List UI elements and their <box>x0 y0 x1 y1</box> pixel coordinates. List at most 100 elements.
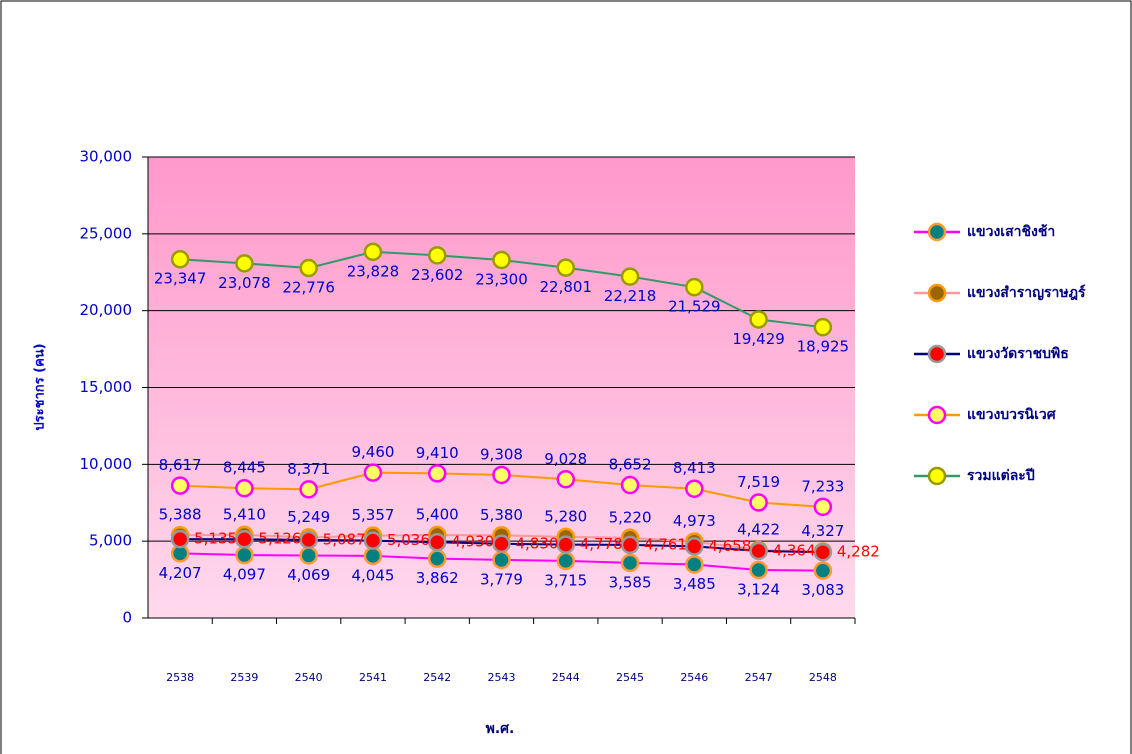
value-label: 5,357 <box>351 506 394 524</box>
marker <box>429 465 445 481</box>
value-label: 3,715 <box>544 571 587 589</box>
value-label: 22,776 <box>282 279 335 297</box>
marker <box>301 260 317 276</box>
marker <box>558 260 574 276</box>
value-label: 4,930 <box>451 533 494 551</box>
value-label: 9,460 <box>351 443 394 461</box>
value-label: 4,069 <box>287 566 330 584</box>
value-label: 5,280 <box>544 507 587 525</box>
value-label: 7,519 <box>737 473 780 491</box>
value-label: 8,371 <box>287 460 330 478</box>
marker <box>429 534 445 550</box>
marker <box>236 480 252 496</box>
value-label: 23,078 <box>218 274 271 292</box>
x-tick-label: 2546 <box>680 671 708 684</box>
marker <box>751 543 767 559</box>
value-label: 22,218 <box>604 287 657 305</box>
value-label: 8,652 <box>609 456 652 474</box>
value-label: 4,045 <box>351 566 394 584</box>
y-tick-label: 25,000 <box>80 224 133 242</box>
value-label: 4,778 <box>580 535 623 553</box>
marker <box>751 562 767 578</box>
marker <box>751 494 767 510</box>
marker <box>622 477 638 493</box>
legend-marker <box>929 407 945 423</box>
marker <box>558 537 574 553</box>
legend-marker <box>929 346 945 362</box>
x-tick-label: 2543 <box>488 671 516 684</box>
marker <box>365 533 381 549</box>
value-label: 8,413 <box>673 459 716 477</box>
marker <box>815 319 831 335</box>
value-label: 23,602 <box>411 266 464 284</box>
value-label: 5,126 <box>258 530 301 548</box>
marker <box>365 548 381 564</box>
marker <box>494 252 510 268</box>
value-label: 23,828 <box>347 262 400 280</box>
x-tick-label: 2547 <box>745 671 773 684</box>
x-tick-label: 2538 <box>166 671 194 684</box>
chart: ประชากร (คน) พ.ศ. 05,00010,00015,00020,0… <box>0 0 1132 754</box>
value-label: 4,282 <box>837 543 880 561</box>
marker <box>172 251 188 267</box>
marker <box>686 481 702 497</box>
marker <box>301 481 317 497</box>
value-label: 3,124 <box>737 580 780 598</box>
marker <box>429 247 445 263</box>
value-label: 3,485 <box>673 575 716 593</box>
x-tick-label: 2539 <box>230 671 258 684</box>
x-tick-label: 2548 <box>809 671 837 684</box>
x-tick-label: 2540 <box>295 671 323 684</box>
value-label: 23,347 <box>154 270 207 288</box>
marker <box>686 279 702 295</box>
marker <box>365 465 381 481</box>
value-label: 9,028 <box>544 450 587 468</box>
marker <box>301 532 317 548</box>
value-label: 19,429 <box>732 330 785 348</box>
legend-label: รวมแต่ละปี <box>967 468 1035 484</box>
legend-label: แขวงวัดราชบพิธ <box>967 346 1069 362</box>
value-label: 4,097 <box>223 566 266 584</box>
x-tick-label: 2545 <box>616 671 644 684</box>
value-label: 18,925 <box>797 338 850 356</box>
value-label: 4,830 <box>516 534 559 552</box>
y-tick-label: 15,000 <box>80 378 133 396</box>
marker <box>236 547 252 563</box>
marker <box>815 499 831 515</box>
value-label: 8,445 <box>223 459 266 477</box>
value-label: 5,410 <box>223 505 266 523</box>
x-tick-label: 2544 <box>552 671 580 684</box>
value-label: 21,529 <box>668 298 721 316</box>
x-axis-label: พ.ศ. <box>486 721 515 737</box>
value-label: 4,422 <box>737 521 780 539</box>
marker <box>558 553 574 569</box>
value-label: 3,585 <box>609 573 652 591</box>
marker <box>622 537 638 553</box>
value-label: 3,083 <box>801 581 844 599</box>
marker <box>622 269 638 285</box>
y-tick-label: 20,000 <box>80 301 133 319</box>
marker <box>558 471 574 487</box>
value-label: 4,207 <box>159 564 202 582</box>
value-label: 5,380 <box>480 506 523 524</box>
value-label: 7,233 <box>801 477 844 495</box>
legend-marker <box>929 224 945 240</box>
marker <box>236 531 252 547</box>
value-label: 23,300 <box>475 270 528 288</box>
value-label: 8,617 <box>159 456 202 474</box>
marker <box>172 531 188 547</box>
value-label: 3,779 <box>480 570 523 588</box>
x-tick-label: 2541 <box>359 671 387 684</box>
legend-marker <box>929 468 945 484</box>
value-label: 5,220 <box>609 508 652 526</box>
value-label: 5,135 <box>194 530 237 548</box>
marker <box>236 255 252 271</box>
value-label: 5,388 <box>159 506 202 524</box>
legend-label: แขวงบวรนิเวศ <box>967 407 1057 423</box>
marker <box>172 478 188 494</box>
marker <box>815 563 831 579</box>
marker <box>494 467 510 483</box>
y-tick-label: 10,000 <box>80 455 133 473</box>
marker <box>622 555 638 571</box>
value-label: 4,761 <box>644 535 687 553</box>
